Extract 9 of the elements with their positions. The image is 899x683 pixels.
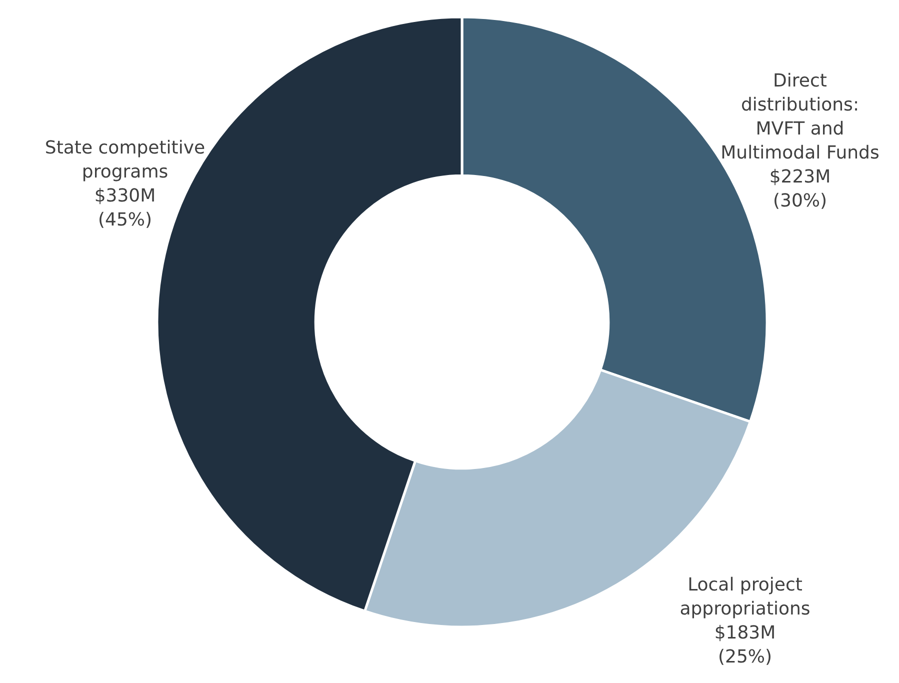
data-label: $223M [769, 166, 831, 188]
slice-label: Direct distributions: MVFT and Multimodal Funds [720, 70, 880, 164]
text: (25%) [718, 646, 772, 668]
data-label: $183M [714, 622, 776, 644]
data-label: $330M [94, 185, 156, 206]
slice-label: Local project appropriations [680, 574, 810, 620]
slice-label: State competitive programs [44, 137, 206, 182]
text: (30%) [772, 190, 828, 212]
text: (45%) [98, 209, 152, 230]
